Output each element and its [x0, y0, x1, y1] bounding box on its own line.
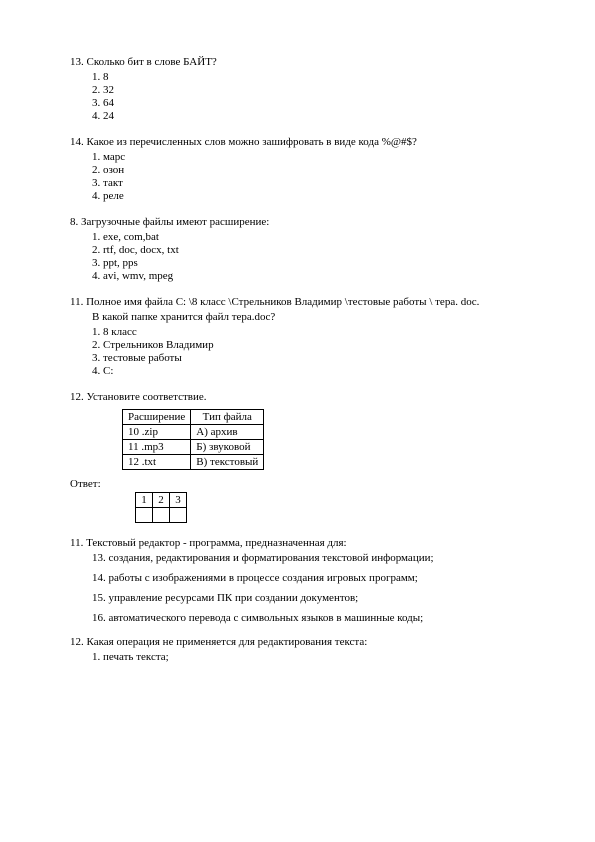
q14-opt2: 2. озон: [92, 164, 535, 176]
q14-head: 14. Какое из перечисленных слов можно за…: [70, 136, 535, 148]
q13-opt3: 3. 64: [92, 97, 535, 109]
answer-h3: 3: [170, 493, 187, 508]
match-r1c1: 10 .zip: [123, 425, 191, 440]
match-r3c1: 12 .txt: [123, 455, 191, 470]
q11b-opt1: 13. создания, редактирования и форматиро…: [92, 552, 535, 564]
answer-c1: [136, 508, 153, 523]
q13-head: 13. Сколько бит в слове БАЙТ?: [70, 56, 535, 68]
question-13: 13. Сколько бит в слове БАЙТ? 1. 8 2. 32…: [70, 56, 535, 122]
question-12: 12. Установите соответствие. Расширение …: [70, 391, 535, 523]
match-th2: Тип файла: [191, 410, 264, 425]
answer-h2: 2: [153, 493, 170, 508]
q8-opt3: 3. ppt, pps: [92, 257, 535, 269]
q11b-opt2: 14. работы с изображениями в процессе со…: [92, 572, 535, 584]
q12-head: 12. Установите соответствие.: [70, 391, 535, 403]
q8-options: 1. exe, com,bat 2. rtf, doc, docx, txt 3…: [92, 231, 535, 282]
match-r2c1: 11 .mp3: [123, 440, 191, 455]
q14-opt4: 4. реле: [92, 190, 535, 202]
q11b-head: 11. Текстовый редактор - программа, пред…: [70, 537, 535, 549]
answer-h1: 1: [136, 493, 153, 508]
q11b-opt3: 15. управление ресурсами ПК при создании…: [92, 592, 535, 604]
q11-sub: В какой папке хранится файл тера.doc?: [92, 311, 535, 323]
q12b-head: 12. Какая операция не применяется для ре…: [70, 636, 535, 648]
q11-opt1: 1. 8 класс: [92, 326, 535, 338]
q14-options: 1. марс 2. озон 3. такт 4. реле: [92, 151, 535, 202]
q11-head: 11. Полное имя файла C: \8 класс \Стрель…: [70, 296, 535, 308]
q13-opt4: 4. 24: [92, 110, 535, 122]
q11-options: 1. 8 класс 2. Стрельников Владимир 3. те…: [92, 326, 535, 377]
q11b-options: 13. создания, редактирования и форматиро…: [92, 552, 535, 624]
q11b-opt4: 16. автоматического перевода с символьны…: [92, 612, 535, 624]
q8-opt4: 4. avi, wmv, mpeg: [92, 270, 535, 282]
match-th1: Расширение: [123, 410, 191, 425]
question-14: 14. Какое из перечисленных слов можно за…: [70, 136, 535, 202]
q12b-opt1: 1. печать текста;: [92, 651, 535, 663]
q11-opt2: 2. Стрельников Владимир: [92, 339, 535, 351]
answer-c2: [153, 508, 170, 523]
question-11b: 11. Текстовый редактор - программа, пред…: [70, 537, 535, 624]
q8-opt1: 1. exe, com,bat: [92, 231, 535, 243]
question-12b: 12. Какая операция не применяется для ре…: [70, 636, 535, 663]
match-r2c2: Б) звуковой: [191, 440, 264, 455]
match-r3c2: В) текстовый: [191, 455, 264, 470]
q14-opt1: 1. марс: [92, 151, 535, 163]
q12b-options: 1. печать текста;: [92, 651, 535, 663]
question-11: 11. Полное имя файла C: \8 класс \Стрель…: [70, 296, 535, 377]
answer-c3: [170, 508, 187, 523]
answer-table: 1 2 3: [135, 492, 187, 523]
match-r1c2: А) архив: [191, 425, 264, 440]
match-table: Расширение Тип файла 10 .zip А) архив 11…: [122, 409, 264, 470]
q13-opt1: 1. 8: [92, 71, 535, 83]
q13-opt2: 2. 32: [92, 84, 535, 96]
page-content: 13. Сколько бит в слове БАЙТ? 1. 8 2. 32…: [0, 0, 595, 715]
q8-head: 8. Загрузочные файлы имеют расширение:: [70, 216, 535, 228]
q8-opt2: 2. rtf, doc, docx, txt: [92, 244, 535, 256]
q11-opt3: 3. тестовые работы: [92, 352, 535, 364]
q13-options: 1. 8 2. 32 3. 64 4. 24: [92, 71, 535, 122]
answer-label: Ответ:: [70, 478, 535, 490]
question-8: 8. Загрузочные файлы имеют расширение: 1…: [70, 216, 535, 282]
q14-opt3: 3. такт: [92, 177, 535, 189]
q11-opt4: 4. C:: [92, 365, 535, 377]
